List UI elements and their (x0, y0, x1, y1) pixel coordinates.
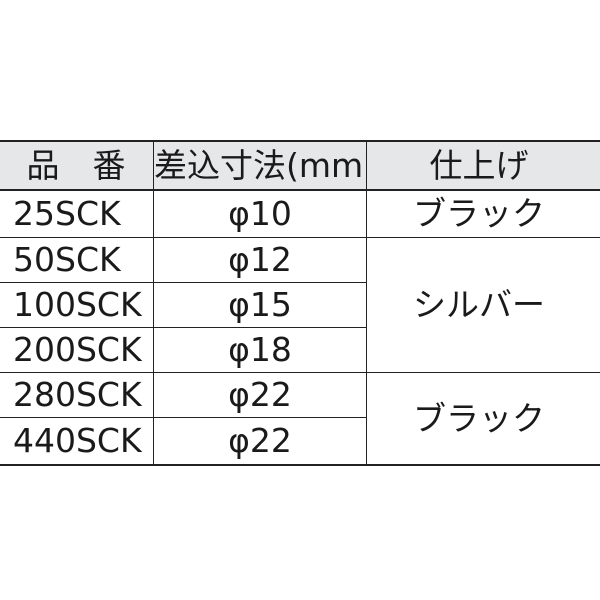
part-number-cell: 280SCK (0, 372, 154, 418)
finish-cell: ブラック (366, 372, 600, 466)
table-row: 100SCK φ15 (0, 282, 600, 328)
table-row: 50SCK φ12 シルバー (0, 237, 600, 373)
part-number-cell: 440SCK (0, 417, 154, 466)
size-cell: φ12 (153, 237, 367, 283)
size-cell: φ22 (153, 417, 367, 466)
header-insert-size: 差込寸法(mm) (153, 140, 367, 191)
part-number-cell: 200SCK (0, 327, 154, 373)
header-finish: 仕上げ (366, 140, 600, 191)
spec-table: 品 番 差込寸法(mm) 仕上げ 25SCK φ10 ブラック 50SCK φ1… (0, 140, 600, 466)
part-number-cell: 50SCK (0, 237, 154, 283)
header-row: 品 番 差込寸法(mm) 仕上げ (0, 140, 600, 191)
table-row: 200SCK φ18 (0, 327, 600, 373)
finish-cell: シルバー (366, 237, 600, 373)
finish-cell: ブラック (366, 189, 600, 238)
header-part-number: 品 番 (0, 140, 154, 191)
part-number-cell: 25SCK (0, 189, 154, 238)
table-row: 25SCK φ10 ブラック (0, 189, 600, 238)
size-cell: φ18 (153, 327, 367, 373)
size-cell: φ22 (153, 372, 367, 418)
table-row: 280SCK φ22 ブラック (0, 372, 600, 466)
size-cell: φ10 (153, 189, 367, 238)
part-number-cell: 100SCK (0, 282, 154, 328)
table-row: 440SCK φ22 (0, 417, 600, 466)
size-cell: φ15 (153, 282, 367, 328)
